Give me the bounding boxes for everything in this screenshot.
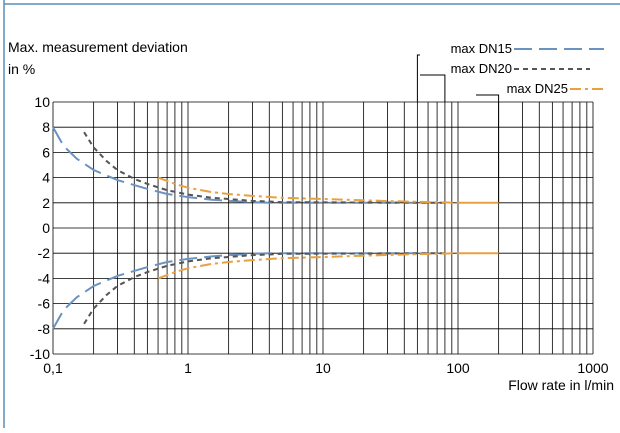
legend-label: max DN25 bbox=[507, 81, 568, 96]
y-tick-label: 8 bbox=[42, 119, 50, 135]
y-tick-label: 2 bbox=[42, 195, 50, 211]
legend-label: max DN20 bbox=[451, 61, 512, 76]
legend-leaders bbox=[416, 54, 500, 203]
y-tick-label: -2 bbox=[38, 245, 51, 261]
x-tick-label: 0,1 bbox=[43, 360, 63, 376]
y-tick-label: -4 bbox=[38, 270, 51, 286]
x-tick-label: 1000 bbox=[577, 360, 608, 376]
series-line-lower bbox=[52, 252, 418, 330]
y-tick-label: -8 bbox=[38, 321, 51, 337]
y-tick-labels: 10 8 6 4 2 0 -2 -4 -6 -8 -10 bbox=[30, 94, 50, 362]
grid bbox=[52, 101, 594, 355]
x-tick-label: 10 bbox=[315, 360, 331, 376]
y-tick-label: -10 bbox=[30, 346, 50, 362]
series-line-lower bbox=[157, 252, 459, 280]
series-line-upper bbox=[83, 131, 445, 204]
series-line-lower bbox=[83, 252, 445, 325]
x-axis-label: Flow rate in l/min bbox=[508, 377, 614, 393]
y-tick-label: 0 bbox=[42, 220, 50, 236]
y-tick-label: 10 bbox=[34, 94, 50, 110]
y-axis-label-line1: Max. measurement deviation bbox=[8, 39, 188, 55]
series-lines bbox=[52, 126, 499, 330]
legend: max DN15 max DN20 max DN25 bbox=[451, 41, 606, 96]
y-tick-label: 4 bbox=[42, 170, 50, 186]
legend-leader-line bbox=[416, 54, 420, 102]
legend-leader-line bbox=[420, 74, 446, 102]
y-tick-label: -6 bbox=[38, 296, 51, 312]
x-tick-label: 100 bbox=[446, 360, 470, 376]
legend-label: max DN15 bbox=[451, 41, 512, 56]
x-tick-labels: 0,1 1 10 100 1000 bbox=[43, 360, 609, 376]
y-axis-label-line2: in % bbox=[8, 61, 35, 77]
series-line-upper bbox=[52, 126, 418, 204]
x-tick-label: 1 bbox=[184, 360, 192, 376]
legend-leader-line bbox=[476, 94, 500, 203]
series-line-upper bbox=[157, 176, 459, 204]
y-tick-label: 6 bbox=[42, 144, 50, 160]
